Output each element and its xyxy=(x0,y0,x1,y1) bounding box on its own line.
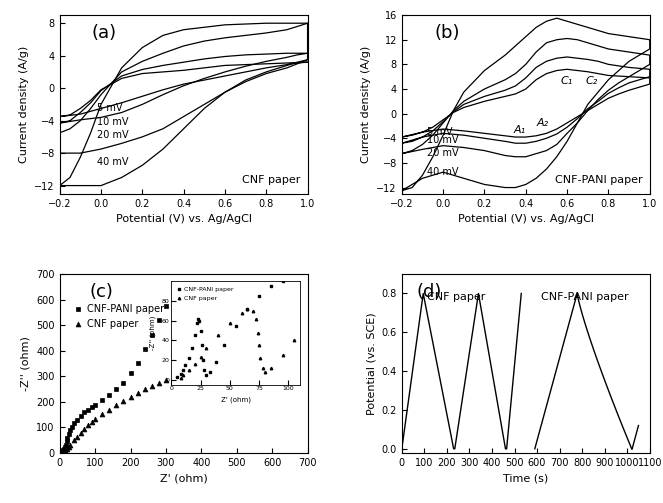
CNF-PANI paper xyxy=(64,435,72,441)
Y-axis label: Potential (vs. SCE): Potential (vs. SCE) xyxy=(366,312,376,414)
Text: CNF paper: CNF paper xyxy=(426,292,485,302)
CNF-PANI paper xyxy=(162,303,170,309)
Text: C₁: C₁ xyxy=(561,76,573,86)
CNF paper xyxy=(190,373,198,379)
CNF-PANI paper xyxy=(88,404,95,410)
CNF paper xyxy=(183,373,191,379)
CNF paper xyxy=(105,407,113,413)
Line: CNF paper: CNF paper xyxy=(60,373,197,455)
CNF-PANI paper xyxy=(169,311,177,317)
Text: 40 mV: 40 mV xyxy=(97,157,129,167)
CNF-PANI paper xyxy=(134,360,142,366)
Y-axis label: -Z'' (ohm): -Z'' (ohm) xyxy=(21,336,30,391)
CNF paper xyxy=(112,402,120,408)
Text: CNF paper: CNF paper xyxy=(242,175,300,185)
Text: CNF-PANI paper: CNF-PANI paper xyxy=(540,292,629,302)
CNF-PANI paper xyxy=(58,449,66,455)
CNF-PANI paper xyxy=(63,438,71,444)
CNF paper xyxy=(148,383,156,389)
Legend: CNF-PANI paper, CNF paper: CNF-PANI paper, CNF paper xyxy=(70,300,168,333)
CNF-PANI paper xyxy=(64,431,72,437)
CNF-PANI paper xyxy=(68,424,76,430)
Text: (c): (c) xyxy=(90,283,113,301)
CNF-PANI paper xyxy=(61,444,69,450)
CNF paper xyxy=(64,444,72,450)
Text: 5 mV: 5 mV xyxy=(97,103,123,113)
CNF-PANI paper xyxy=(112,386,120,392)
Y-axis label: Current density (A/g): Current density (A/g) xyxy=(19,46,29,163)
CNF-PANI paper xyxy=(148,332,156,338)
CNF paper xyxy=(176,373,184,379)
CNF-PANI paper xyxy=(98,397,106,403)
CNF-PANI paper xyxy=(176,319,184,325)
Text: (d): (d) xyxy=(416,283,442,301)
CNF paper xyxy=(98,411,106,417)
CNF-PANI paper xyxy=(66,427,74,433)
CNF paper xyxy=(74,434,82,440)
Text: (a): (a) xyxy=(92,24,117,42)
Text: 20 mV: 20 mV xyxy=(426,147,458,157)
CNF-PANI paper xyxy=(58,448,66,454)
Text: (b): (b) xyxy=(434,24,459,42)
CNF paper xyxy=(63,446,71,452)
CNF paper xyxy=(77,430,85,436)
Text: 20 mV: 20 mV xyxy=(97,130,129,140)
CNF paper xyxy=(155,380,163,386)
CNF paper xyxy=(61,447,69,453)
CNF-PANI paper xyxy=(84,407,92,413)
CNF-PANI paper xyxy=(155,317,163,323)
Text: 5 mV: 5 mV xyxy=(426,127,452,137)
CNF-PANI paper xyxy=(77,412,85,418)
CNF-PANI paper xyxy=(62,442,70,448)
CNF-PANI paper xyxy=(70,421,78,427)
CNF-PANI paper xyxy=(59,447,67,453)
CNF paper xyxy=(80,426,88,432)
Text: A₁: A₁ xyxy=(514,125,526,135)
CNF-PANI paper xyxy=(141,347,149,353)
X-axis label: Z' (ohm): Z' (ohm) xyxy=(160,473,208,483)
CNF paper xyxy=(88,419,95,425)
CNF paper xyxy=(59,448,67,454)
Text: CNF-PANI paper: CNF-PANI paper xyxy=(555,175,642,185)
CNF paper xyxy=(70,438,78,444)
CNF paper xyxy=(119,398,127,404)
CNF paper xyxy=(134,390,142,396)
CNF paper xyxy=(91,416,99,422)
CNF-PANI paper xyxy=(127,370,135,376)
CNF paper xyxy=(141,386,149,392)
X-axis label: Potential (V) vs. Ag/AgCl: Potential (V) vs. Ag/AgCl xyxy=(457,214,594,224)
CNF paper xyxy=(66,442,74,448)
Text: 40 mV: 40 mV xyxy=(426,167,458,177)
Text: A₂: A₂ xyxy=(536,118,548,128)
CNF paper xyxy=(162,377,170,383)
Text: 10 mV: 10 mV xyxy=(426,135,458,145)
CNF paper xyxy=(127,394,135,400)
X-axis label: Potential (V) vs. Ag/AgCl: Potential (V) vs. Ag/AgCl xyxy=(115,214,252,224)
CNF paper xyxy=(84,423,92,429)
CNF paper xyxy=(58,449,66,455)
X-axis label: Time (s): Time (s) xyxy=(503,473,548,483)
CNF-PANI paper xyxy=(80,409,88,415)
Text: C₂: C₂ xyxy=(586,76,598,86)
CNF-PANI paper xyxy=(105,392,113,398)
Line: CNF-PANI paper: CNF-PANI paper xyxy=(59,303,190,454)
Y-axis label: Current density (A/g): Current density (A/g) xyxy=(361,46,371,163)
CNF paper xyxy=(169,374,177,380)
CNF-PANI paper xyxy=(183,330,191,337)
CNF-PANI paper xyxy=(119,379,127,385)
CNF-PANI paper xyxy=(60,446,68,452)
Text: 10 mV: 10 mV xyxy=(97,117,129,127)
CNF-PANI paper xyxy=(91,402,99,408)
CNF-PANI paper xyxy=(74,416,82,423)
